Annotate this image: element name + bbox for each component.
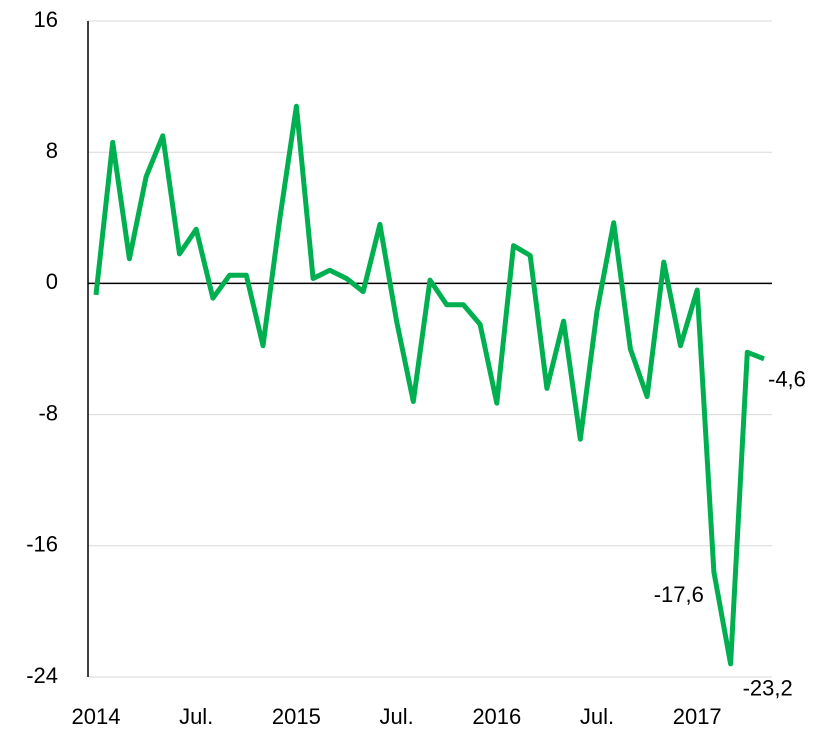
y-tick-label: 16: [34, 7, 58, 32]
x-tick-label: 2015: [272, 704, 321, 729]
x-tick-label: 2014: [72, 704, 121, 729]
y-tick-label: 0: [46, 269, 58, 294]
x-tick-label: Jul.: [379, 704, 413, 729]
x-tick-label: 2017: [673, 704, 722, 729]
y-tick-label: -16: [26, 532, 58, 557]
x-tick-label: 2016: [472, 704, 521, 729]
line: [93, 103, 765, 667]
x-tick-label: Jul.: [179, 704, 213, 729]
data-label: -4,6: [768, 367, 806, 392]
y-tick-label: 8: [46, 138, 58, 163]
y-tick-label: -8: [38, 400, 58, 425]
x-tick-label: Jul.: [580, 704, 614, 729]
data-label: -17,6: [654, 582, 704, 607]
y-tick-label: -24: [26, 663, 58, 688]
data-label: -23,2: [743, 676, 793, 701]
